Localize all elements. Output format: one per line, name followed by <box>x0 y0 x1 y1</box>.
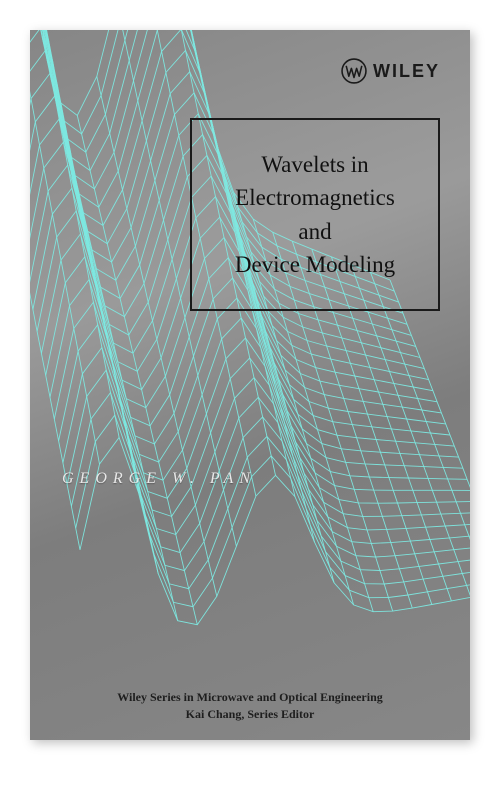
title-line-1: Wavelets in <box>210 148 420 181</box>
book-cover: WILEY Wavelets in Electromagnetics and D… <box>30 30 470 740</box>
title-line-2: Electromagnetics <box>210 181 420 214</box>
publisher-block: WILEY <box>341 58 440 84</box>
publisher-name: WILEY <box>373 61 440 82</box>
author-name: GEORGE W. PAN <box>62 470 256 488</box>
title-line-4: Device Modeling <box>210 248 420 281</box>
series-block: Wiley Series in Microwave and Optical En… <box>30 676 470 740</box>
title-box: Wavelets in Electromagnetics and Device … <box>190 118 440 311</box>
title-line-3: and <box>210 215 420 248</box>
page: WILEY Wavelets in Electromagnetics and D… <box>0 0 500 797</box>
wiley-logo-icon <box>341 58 367 84</box>
series-line-2: Kai Chang, Series Editor <box>40 707 460 722</box>
series-line-1: Wiley Series in Microwave and Optical En… <box>40 690 460 705</box>
